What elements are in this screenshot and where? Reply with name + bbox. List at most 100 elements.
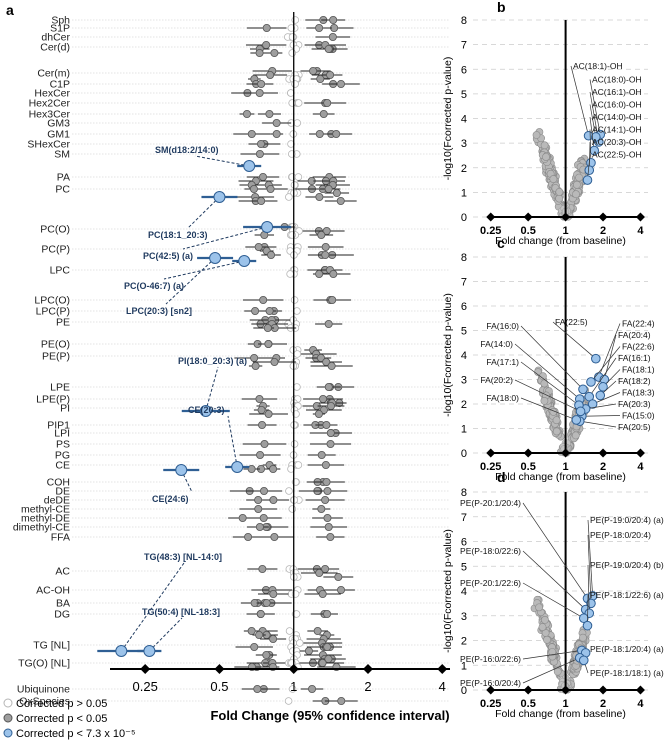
volcano-annotation-leader: [522, 550, 586, 610]
panel-label-c: c: [497, 235, 505, 251]
forest-point-significant: [254, 504, 263, 513]
forest-x-tick: [362, 664, 373, 674]
volcano-y-tick-label: 6: [461, 537, 467, 549]
forest-point-nonsignificant: [285, 193, 293, 201]
forest-highlight-label: PC(O-46:7) (a): [124, 281, 184, 291]
forest-highlight-label: TG(48:3) [NL-14:0]: [144, 552, 222, 562]
volcano-point: [572, 190, 580, 199]
forest-point-nonsignificant: [287, 465, 295, 473]
volcano-annotation-label: FA(22:6): [622, 342, 655, 352]
forest-highlight-leader: [205, 366, 219, 412]
forest-point-significant: [269, 495, 278, 504]
forest-highlight-leader: [163, 260, 245, 280]
legend-marker-blue: [3, 728, 13, 738]
forest-highlight-point: [243, 160, 256, 172]
volcano-point: [540, 141, 549, 150]
forest-point-significant: [334, 573, 343, 582]
volcano-annotation-label: AC(18:1)-OH: [573, 61, 623, 71]
volcano-point: [535, 603, 543, 612]
forest-point-significant: [323, 486, 332, 495]
forest-row-label: DG: [54, 609, 70, 621]
forest-point-significant: [255, 49, 264, 58]
forest-point-significant: [244, 533, 253, 542]
forest-point-significant: [255, 149, 264, 158]
volcano-y-tick-label: 0: [461, 685, 467, 697]
forest-point-significant: [328, 33, 337, 42]
volcano-x-tick: [561, 212, 571, 222]
forest-point-significant: [321, 250, 330, 259]
forest-point-nonsignificant: [288, 505, 297, 513]
volcano-annotation-label: PE(P-19:0/20:4) (a): [590, 515, 664, 525]
forest-row-label: FFA: [51, 532, 70, 544]
volcano-x-tick-label: 2: [600, 461, 606, 473]
volcano-highlight-point: [591, 353, 601, 364]
forest-point-significant: [326, 71, 335, 80]
forest-point-significant: [336, 80, 345, 89]
volcano-y-tick-label: 2: [461, 636, 467, 648]
forest-point-nonsignificant: [284, 697, 293, 705]
forest-point-significant: [323, 99, 332, 108]
forest-point-significant: [304, 647, 313, 656]
forest-highlight-label: CE(24:6): [152, 494, 189, 504]
volcano-highlight-point: [591, 132, 601, 142]
forest-point-nonsignificant: [288, 99, 297, 107]
volcano-y-tick-label: 3: [461, 375, 467, 387]
forest-row-label: dhCer: [41, 32, 70, 44]
volcano-highlight-point: [571, 415, 582, 425]
forest-row-label: BA: [56, 598, 70, 610]
forest-point-significant: [315, 269, 324, 278]
forest-point-significant: [309, 67, 318, 76]
volcano-x-tick-label: 0.25: [480, 225, 501, 237]
forest-point-significant: [326, 401, 335, 410]
volcano-annotation-label: AC(22:5)-OH: [592, 150, 642, 160]
forest-row-label: S1P: [50, 23, 70, 35]
volcano-highlight-point: [586, 377, 596, 387]
forest-point-nonsignificant: [290, 440, 299, 448]
forest-point-significant: [318, 590, 327, 599]
volcano-point: [541, 616, 549, 624]
forest-row-label: PA: [57, 172, 70, 184]
forest-row-label: LPE: [50, 382, 70, 394]
forest-point-significant: [242, 110, 251, 119]
forest-point-significant: [329, 269, 338, 278]
volcano-annotation-label: PE(P-16:0/20:4): [460, 678, 521, 688]
volcano-y-tick-label: 4: [461, 586, 467, 598]
forest-point-significant: [247, 627, 256, 636]
volcano-y-tick-label: 6: [461, 64, 467, 76]
forest-point-significant: [326, 428, 335, 437]
forest-point-significant: [269, 464, 278, 473]
legend-marker-open: [3, 698, 13, 708]
forest-x-tick: [288, 664, 299, 674]
forest-point-significant: [264, 409, 273, 418]
forest-point-nonsignificant: [290, 181, 299, 189]
volcano-annotation-label: AC(20:3)-OH: [592, 137, 642, 147]
volcano-y-tick-label: 2: [461, 163, 467, 175]
volcano-x-axis-title: Fold change (from baseline): [495, 708, 626, 720]
forest-row-label: LPI: [54, 428, 70, 440]
forest-point-significant: [317, 230, 326, 239]
volcano-point: [552, 427, 561, 436]
forest-highlight-leader: [120, 562, 185, 652]
forest-point-significant: [324, 382, 333, 391]
forest-point-significant: [247, 129, 256, 138]
forest-point-nonsignificant: [290, 296, 299, 304]
volcano-x-tick-label: 2: [600, 698, 606, 710]
panel-label-b: b: [497, 0, 506, 15]
forest-point-nonsignificant: [288, 685, 297, 693]
legend-label-blue: Corrected p < 7.3 x 10⁻⁵: [16, 728, 136, 740]
volcano-y-tick-label: 4: [461, 114, 467, 126]
forest-point-significant: [324, 45, 333, 54]
forest-point-significant: [314, 409, 323, 418]
forest-point-significant: [251, 361, 260, 370]
forest-point-significant: [319, 110, 328, 119]
forest-row-label: OxSpecies: [19, 696, 70, 708]
forest-point-significant: [250, 643, 259, 652]
volcano-x-tick: [561, 685, 571, 695]
volcano-annotation-label: FA(18:2): [618, 376, 651, 386]
forest-row-label: PC(O): [40, 224, 70, 236]
volcano-point: [575, 173, 583, 182]
forest-row-label: AC: [55, 566, 70, 578]
forest-point-nonsignificant: [291, 16, 300, 24]
forest-row-label: PE(O): [41, 339, 70, 351]
forest-point-nonsignificant: [288, 33, 297, 41]
